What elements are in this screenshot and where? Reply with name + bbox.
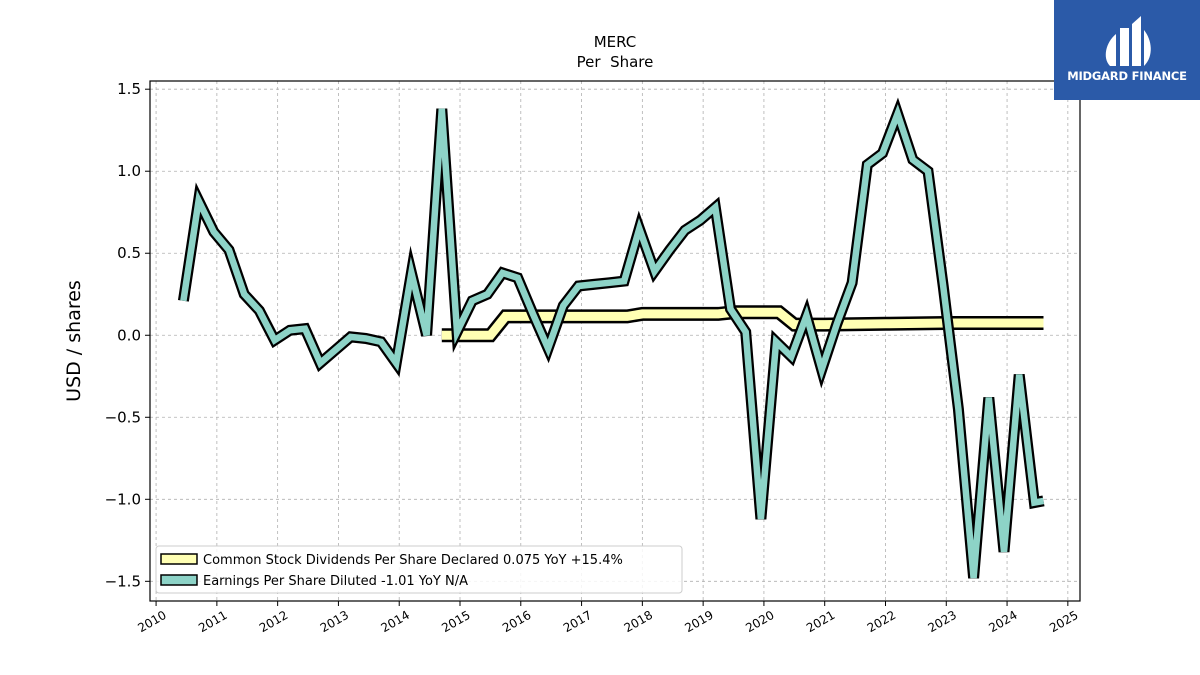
x-tick-label: 2021 — [804, 608, 837, 635]
x-tick-label: 2012 — [257, 608, 290, 635]
y-axis-label: USD / shares — [63, 280, 85, 402]
legend-label: Earnings Per Share Diluted -1.01 YoY N/A — [203, 574, 468, 589]
y-tick-label: −1.5 — [105, 572, 141, 590]
legend-label: Common Stock Dividends Per Share Declare… — [203, 553, 623, 568]
brand-name: MIDGARD FINANCE — [1067, 69, 1187, 83]
y-tick-label: 1.0 — [117, 162, 141, 180]
x-tick-label: 2014 — [378, 608, 411, 635]
x-tick-label: 2024 — [986, 608, 1019, 635]
x-tick-label: 2022 — [865, 608, 898, 635]
x-tick-label: 2016 — [500, 608, 533, 635]
legend-box — [155, 545, 683, 594]
x-tick-label: 2017 — [561, 608, 594, 635]
legend-swatch — [160, 553, 198, 565]
x-tick-label: 2015 — [439, 608, 472, 635]
x-tick-label: 2019 — [682, 608, 715, 635]
x-tick-label: 2023 — [926, 608, 959, 635]
chart-subtitle: Per Share — [577, 53, 654, 71]
y-tick-label: 0.5 — [117, 244, 141, 262]
x-tick-label: 2011 — [196, 608, 229, 635]
y-tick-label: 1.5 — [117, 80, 141, 98]
x-tick-label: 2025 — [1047, 608, 1080, 635]
midgard-logo-icon — [1105, 16, 1151, 66]
legend-swatch — [160, 574, 198, 586]
chart-title: MERC — [594, 33, 637, 51]
x-tick-label: 2020 — [743, 608, 776, 635]
y-tick-label: −0.5 — [105, 408, 141, 426]
y-tick-label: 0.0 — [117, 326, 141, 344]
dividends-series-line — [441, 307, 1044, 340]
eps-series-line — [180, 104, 1045, 579]
x-tick-label: 2010 — [135, 608, 168, 635]
y-tick-label: −1.0 — [105, 490, 141, 508]
brand-logo: MIDGARD FINANCE — [1054, 0, 1200, 100]
plot-frame — [149, 80, 1081, 602]
x-tick-label: 2018 — [622, 608, 655, 635]
x-tick-label: 2013 — [318, 608, 351, 635]
